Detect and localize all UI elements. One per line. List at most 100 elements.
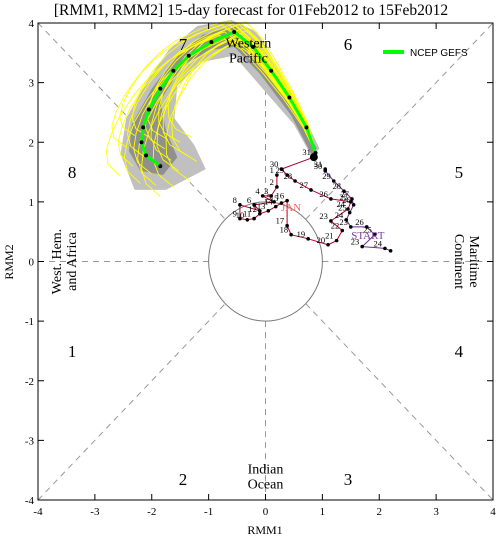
feb-track-line <box>324 169 391 252</box>
diagonal-sw <box>37 303 226 501</box>
jan-track-point <box>306 237 310 241</box>
jan-track-point <box>329 219 333 223</box>
feb-track-point <box>364 225 369 229</box>
region-label-line: Continent <box>451 234 466 289</box>
forecast-mean-point <box>158 86 163 91</box>
jan-track-day-label: 2 <box>270 177 274 187</box>
feb-track-day-label: 25 <box>338 203 347 213</box>
feb-track-point <box>349 225 353 229</box>
x-axis-label: RMM1 <box>247 523 282 537</box>
jan-track-day-label: 23 <box>319 211 328 221</box>
feb-track-day-label: 24 <box>335 210 344 220</box>
jan-track-point <box>258 212 262 216</box>
x-tick-label: 4 <box>490 506 496 518</box>
feb-track-point <box>388 248 393 253</box>
diagonal-ne <box>305 22 494 220</box>
region-label-line: Ocean <box>248 478 284 493</box>
feb-track-day-label: 27 <box>340 189 349 199</box>
ensemble-member-line <box>117 31 317 167</box>
x-tick-label: -2 <box>147 506 156 518</box>
jan-track-point <box>238 203 242 207</box>
legend: NCEP GEFS <box>383 48 468 59</box>
region-label: West. Hem. and Africa <box>50 229 80 294</box>
feb-track-point <box>350 197 354 201</box>
ensemble-member-line <box>165 36 317 181</box>
jan-track-day-label: 10 <box>236 210 245 220</box>
phase-label: 5 <box>455 163 464 182</box>
feb-track-point <box>344 217 349 222</box>
jan-track-point <box>329 197 333 201</box>
legend-label: NCEP GEFS <box>410 48 468 59</box>
jan-track-day-label: 3 <box>264 186 268 196</box>
jan-track-point <box>279 167 284 171</box>
feb-track-day-label: 30 <box>314 161 323 171</box>
y-axis-label: RMM2 <box>2 244 16 279</box>
feb-track-day-label: 28 <box>332 181 341 191</box>
jan-track-day-label: 29 <box>276 165 285 175</box>
forecast-mean-point <box>146 107 151 112</box>
jan-track-day-label: 7 <box>253 201 257 211</box>
x-tick-label: 2 <box>377 506 383 518</box>
jan-track-day-label: 6 <box>247 195 251 205</box>
x-tick-label: 3 <box>433 506 439 518</box>
jan-track-point <box>238 216 242 221</box>
jan-track-point <box>269 194 273 198</box>
region-label-line: Western <box>226 36 272 51</box>
spread-inner <box>129 26 317 175</box>
phase-label: 3 <box>344 470 353 489</box>
phase-label: 6 <box>344 35 353 54</box>
region-label-line: Indian <box>248 463 284 478</box>
forecast-mean-point <box>171 68 176 73</box>
forecast-mean-point <box>250 44 255 49</box>
ensemble-member-line <box>105 34 317 176</box>
jan-track-day-label: 24 <box>336 199 345 209</box>
feb-track-day-label: 23 <box>351 237 360 247</box>
region-label-line: Maritime <box>466 235 481 287</box>
jan-track-point <box>258 209 262 213</box>
unit-circle <box>208 201 323 322</box>
feb-track-day-label: 26 <box>342 195 351 205</box>
jan-track-day-label: 5 <box>267 192 271 202</box>
jan-track-day-label: 20 <box>317 235 326 245</box>
x-tick-label: 1 <box>320 506 326 518</box>
ensemble-member-line <box>141 42 317 197</box>
forecast-mean-point <box>269 68 274 73</box>
jan-track-point <box>275 185 279 189</box>
feb-track-day-label: 31 <box>314 159 323 169</box>
feb-track-point <box>383 246 387 251</box>
feb-track-point <box>372 232 377 237</box>
y-tick-label: -1 <box>25 316 34 328</box>
phase-label: 1 <box>68 342 77 361</box>
x-tick-label: -4 <box>33 506 43 518</box>
ensemble-member-line <box>167 21 317 154</box>
forecast-mean-point <box>158 164 163 169</box>
jan-track-day-label: 11 <box>243 209 251 219</box>
jan-track-day-label: 27 <box>300 180 309 190</box>
y-tick-label: 1 <box>29 197 35 209</box>
x-tick-label: -1 <box>204 506 213 518</box>
diagonal-se <box>305 303 494 501</box>
phase-label: 7 <box>179 35 188 54</box>
jan-track-point <box>285 173 289 177</box>
jan-track-day-label: 15 <box>270 193 279 203</box>
jan-track-point <box>275 173 279 177</box>
jan-track-point <box>266 209 271 213</box>
forecast-mean-point <box>144 153 149 158</box>
jan-track-day-label: 17 <box>276 216 285 226</box>
y-tick-label: -4 <box>25 495 35 507</box>
forecast-mean-point <box>232 29 237 34</box>
feb-track-day-label: 29 <box>322 171 331 181</box>
jan-track-point <box>340 228 345 233</box>
feb-track-point <box>360 244 364 249</box>
jan-track-point <box>334 238 339 243</box>
jan-track-point <box>309 188 313 192</box>
jan-track-point <box>252 203 256 207</box>
y-tick-label: 2 <box>29 137 35 149</box>
jan-track-point <box>272 200 276 204</box>
